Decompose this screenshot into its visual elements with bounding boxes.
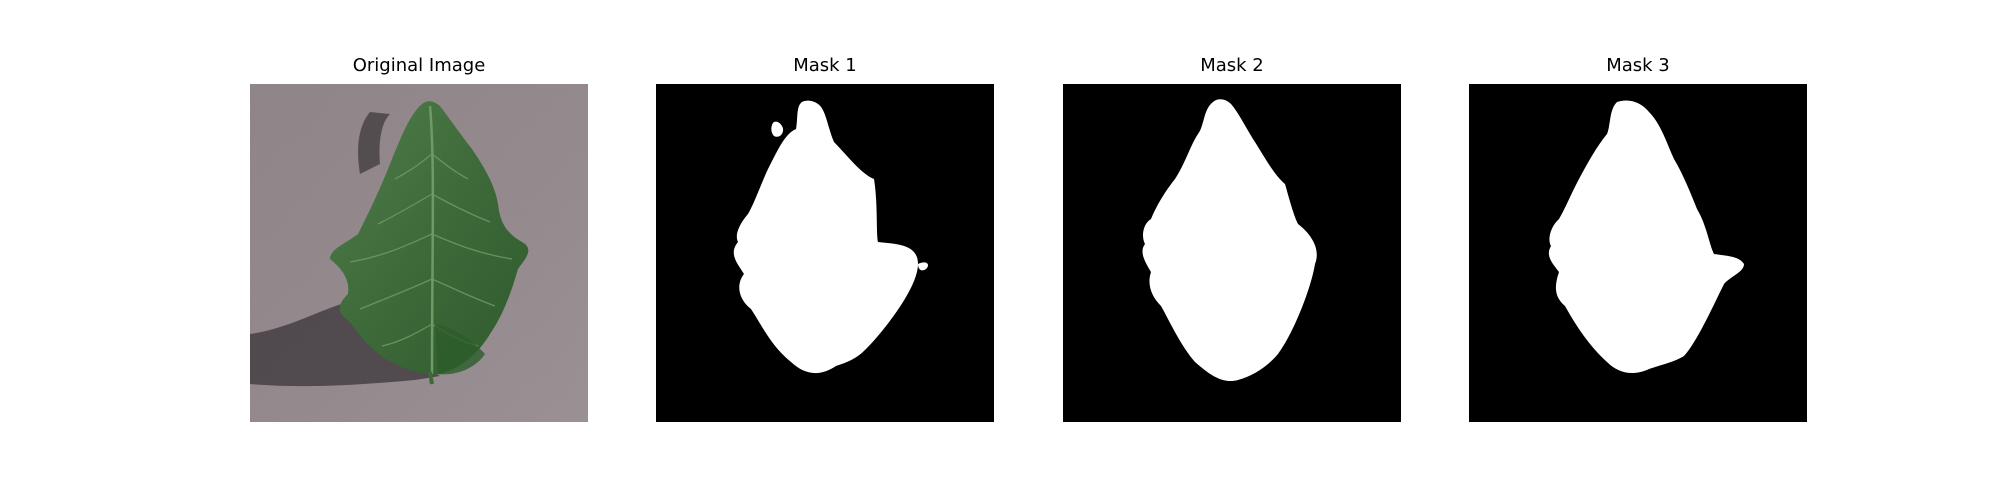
leaf-midrib	[428, 105, 435, 375]
mask-2-graphic	[1063, 84, 1401, 422]
mask-3-graphic	[1469, 84, 1807, 422]
mask-2-image	[1063, 84, 1401, 422]
original-image-graphic	[250, 84, 588, 422]
mask-2-foreground	[1142, 99, 1317, 382]
mask-1-image	[656, 84, 994, 422]
leaf-shadow	[250, 299, 440, 387]
stem-shadow	[358, 112, 390, 174]
panel-title-original: Original Image	[352, 55, 486, 76]
mask-3-image	[1469, 84, 1807, 422]
original-image	[250, 84, 588, 422]
mask-1-graphic	[656, 84, 994, 422]
mask-1-tip	[918, 262, 929, 271]
leaf-stem	[428, 371, 434, 385]
panel-title-mask-3: Mask 3	[1606, 55, 1670, 76]
leaf	[330, 101, 529, 375]
mask-1-foreground	[733, 100, 918, 374]
panel-title-mask-1: Mask 1	[793, 55, 857, 76]
mask-3-foreground	[1548, 100, 1744, 374]
leaf-lobe	[435, 324, 485, 375]
mask-1-fragment	[771, 121, 784, 137]
panel-title-mask-2: Mask 2	[1200, 55, 1264, 76]
